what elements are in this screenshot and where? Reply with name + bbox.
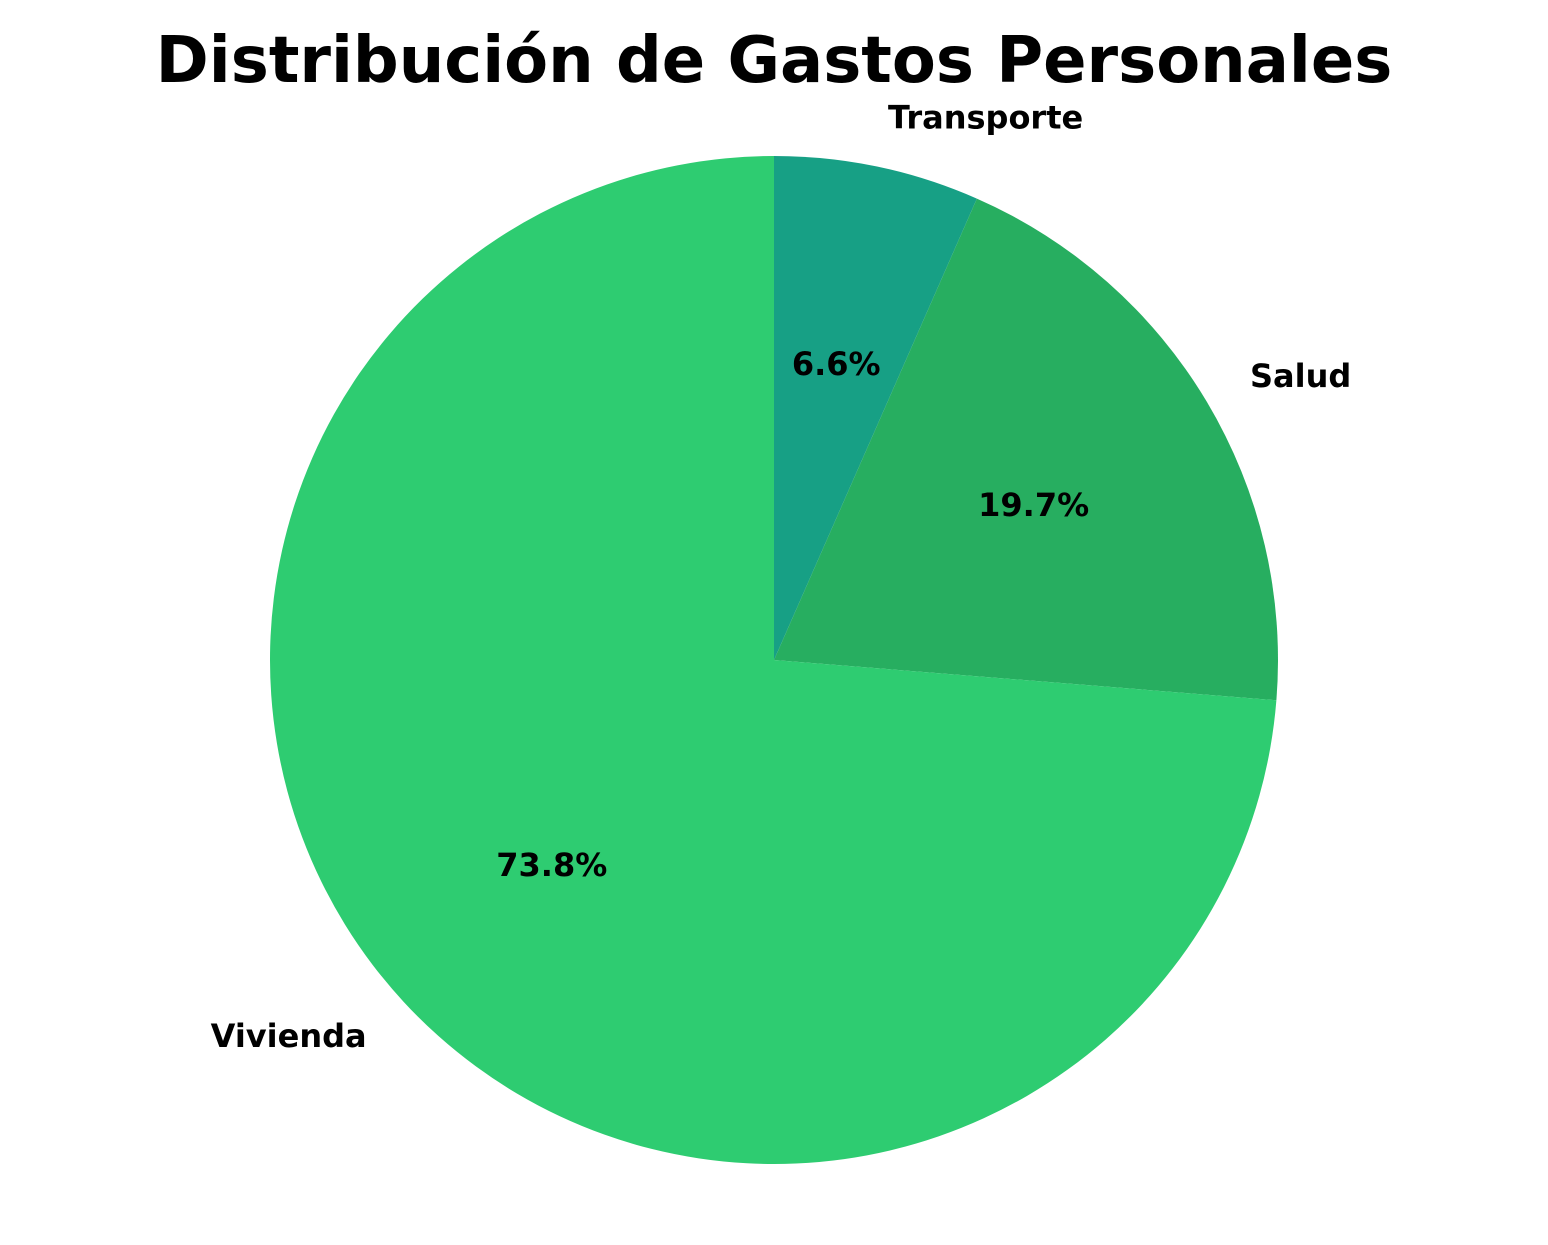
slice-label-vivienda: Vivienda	[211, 1017, 367, 1055]
pie-slice-salud	[774, 198, 1279, 701]
pie-slices	[269, 156, 1279, 1164]
pie-slice-vivienda	[269, 156, 1277, 1164]
pie-labels: Transporte 6.6% Salud 19.7% Vivienda 73.8%	[211, 98, 1352, 1055]
slice-percent-vivienda: 73.8%	[496, 846, 607, 884]
slice-percent-salud: 19.7%	[978, 486, 1089, 524]
pie-slice-transporte	[774, 156, 977, 660]
slice-label-transporte: Transporte	[888, 98, 1083, 136]
slice-label-salud: Salud	[1250, 357, 1351, 395]
chart-title: Distribución de Gastos Personales	[156, 24, 1393, 98]
slice-percent-transporte: 6.6%	[792, 345, 881, 383]
